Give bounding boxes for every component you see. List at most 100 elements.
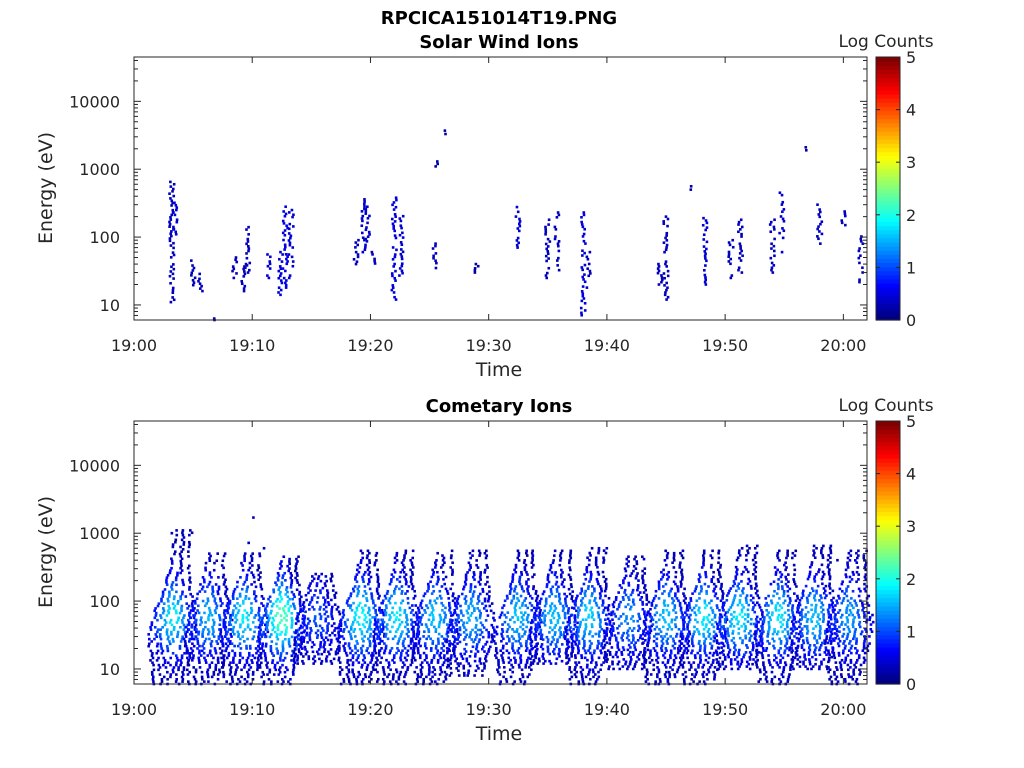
data-cell [434,561,437,565]
data-cell [495,647,498,650]
data-cell [672,559,676,562]
data-cell [580,675,584,679]
data-cell [169,569,172,572]
data-cell [669,635,672,638]
colorbar-segment [876,176,900,181]
data-cell [738,242,742,246]
data-cell [437,578,440,581]
data-cell [551,585,555,589]
data-cell [290,626,294,629]
data-cell [414,623,418,626]
data-cell [582,635,586,638]
data-cell [174,540,177,544]
data-cell [623,576,627,580]
data-cell [229,618,232,622]
data-cell [582,239,586,243]
data-cell [610,611,613,614]
data-cell [240,282,244,286]
data-cell [361,594,365,598]
data-cell [194,635,197,638]
data-cell [611,627,615,630]
data-cell [581,618,585,622]
data-cell [540,643,544,646]
data-cell [175,583,178,587]
data-cell [513,656,516,660]
data-cell [160,647,163,650]
data-cell [453,640,456,644]
data-cell [465,657,469,661]
data-cell [384,632,388,636]
data-cell [581,637,585,641]
data-cell [326,629,329,632]
data-cell [364,592,368,595]
data-cell [173,550,177,553]
data-cell [429,647,433,650]
data-cell [580,673,584,676]
colorbar-segment [876,270,900,276]
data-cell [545,259,548,263]
data-cell [323,601,327,604]
data-cell [468,619,471,622]
data-cell [334,591,338,595]
data-cell [436,649,440,653]
data-cell [602,608,606,612]
data-cell [568,628,571,632]
data-cell [216,590,220,593]
data-cell [718,573,721,576]
data-cell [650,624,654,628]
data-cell [519,620,523,624]
data-cell [400,226,403,230]
data-cell [220,656,223,660]
data-cell [859,240,863,243]
data-cell [656,666,659,669]
data-cell [731,601,735,604]
data-cell [613,634,617,637]
data-cell [640,667,644,671]
data-cell [630,572,634,575]
data-cell [291,246,295,249]
data-cell [416,623,420,626]
data-cell [682,623,685,626]
data-cell [293,661,297,665]
data-cell [284,283,288,287]
data-cell [453,635,456,639]
data-cell [705,589,708,593]
data-cell [361,637,364,641]
data-cell [410,658,414,662]
data-cell [395,248,398,252]
data-cell [492,639,496,643]
data-cell [487,647,491,651]
data-cell [660,276,664,280]
data-cell [625,615,628,618]
data-cell [583,604,587,607]
data-cell [446,651,449,655]
data-cell [587,274,591,278]
data-cell [166,597,170,601]
data-cell [290,616,294,620]
data-cell [746,608,750,612]
data-cell [255,651,258,655]
data-cell [194,623,198,627]
data-cell [416,647,420,650]
data-cell [228,663,231,667]
data-cell [461,657,465,661]
data-cell [583,644,586,648]
data-cell [229,628,233,631]
data-cell [257,564,260,567]
data-cell [558,563,562,567]
data-cell [396,647,399,650]
data-cell [560,568,563,572]
data-cell [342,608,345,612]
data-cell [372,637,376,641]
data-cell [347,668,350,672]
data-cell [583,263,587,267]
data-cell [420,661,424,664]
data-cell [754,617,758,621]
data-cell [477,595,480,598]
data-cell [283,233,287,237]
data-cell [459,652,463,656]
data-cell [554,623,558,627]
data-cell [347,630,351,633]
data-cell [265,621,269,625]
data-cell [315,601,319,604]
